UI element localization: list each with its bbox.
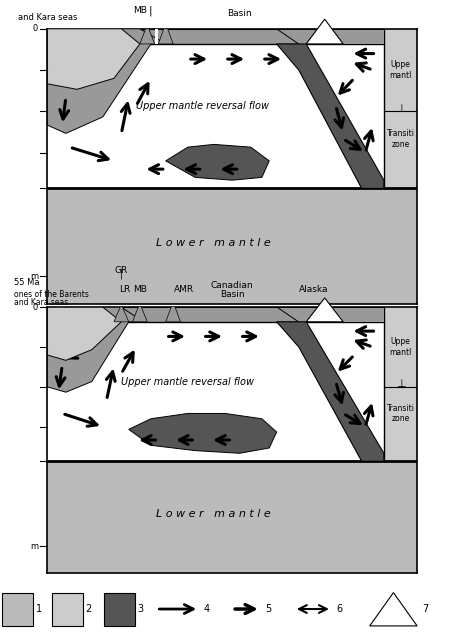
Text: Canadian: Canadian <box>211 281 254 290</box>
Text: LR: LR <box>119 285 131 294</box>
Polygon shape <box>47 29 166 133</box>
Text: L o w e r   m a n t l e: L o w e r m a n t l e <box>156 239 271 248</box>
Text: m: m <box>30 541 38 551</box>
Polygon shape <box>277 29 384 44</box>
Bar <box>104 593 135 626</box>
Text: Uppe
mantl: Uppe mantl <box>389 337 412 356</box>
Polygon shape <box>277 44 384 188</box>
Text: |: | <box>120 269 123 279</box>
Text: AMR: AMR <box>174 285 194 294</box>
Text: Transiti
zone: Transiti zone <box>386 129 414 148</box>
Text: ⊥: ⊥ <box>396 104 405 114</box>
Polygon shape <box>277 322 384 461</box>
Text: L o w e r   m a n t l e: L o w e r m a n t l e <box>156 509 271 520</box>
Text: ones of the Barents: ones of the Barents <box>14 290 89 300</box>
Text: MB: MB <box>133 6 147 15</box>
Text: |: | <box>149 6 153 17</box>
Text: 6: 6 <box>337 604 343 614</box>
Text: 3: 3 <box>137 604 144 614</box>
Polygon shape <box>166 145 269 180</box>
Text: Upper mantle reversal flow: Upper mantle reversal flow <box>121 376 255 387</box>
Text: Basin: Basin <box>220 290 245 300</box>
Text: 0: 0 <box>33 24 38 33</box>
Text: Uppe
mantl: Uppe mantl <box>389 60 412 80</box>
Text: 55 Ma: 55 Ma <box>14 278 40 287</box>
Bar <box>384 29 417 188</box>
Text: Alaska: Alaska <box>299 285 328 294</box>
Bar <box>47 461 417 573</box>
Polygon shape <box>114 305 129 322</box>
Polygon shape <box>47 307 121 360</box>
Bar <box>52 593 83 626</box>
Text: 5: 5 <box>265 604 272 614</box>
Polygon shape <box>47 307 144 392</box>
Text: MB: MB <box>133 285 147 294</box>
Bar <box>47 29 384 44</box>
Bar <box>384 307 417 461</box>
Polygon shape <box>166 302 181 322</box>
Text: and Kara seas: and Kara seas <box>18 13 77 22</box>
Bar <box>47 188 417 304</box>
Text: 7: 7 <box>422 604 428 614</box>
Text: and Kara seas: and Kara seas <box>14 298 68 307</box>
Polygon shape <box>47 29 140 90</box>
Polygon shape <box>158 23 173 44</box>
Bar <box>155 29 158 44</box>
Polygon shape <box>306 298 343 322</box>
Polygon shape <box>370 593 417 626</box>
Polygon shape <box>129 413 277 453</box>
Text: 2: 2 <box>85 604 91 614</box>
Text: Transiti
zone: Transiti zone <box>386 404 414 423</box>
Polygon shape <box>277 307 384 322</box>
Text: Upper mantle reversal flow: Upper mantle reversal flow <box>136 101 269 111</box>
Polygon shape <box>306 19 343 44</box>
Bar <box>47 307 384 322</box>
Text: Basin: Basin <box>228 9 252 18</box>
Text: m: m <box>30 272 38 281</box>
Text: GR: GR <box>115 266 128 275</box>
Polygon shape <box>132 303 147 322</box>
Text: 1: 1 <box>36 604 42 614</box>
Polygon shape <box>140 25 155 44</box>
Bar <box>2 593 33 626</box>
Text: ⊥: ⊥ <box>396 380 405 389</box>
Text: 0: 0 <box>33 303 38 312</box>
Text: 4: 4 <box>204 604 210 614</box>
